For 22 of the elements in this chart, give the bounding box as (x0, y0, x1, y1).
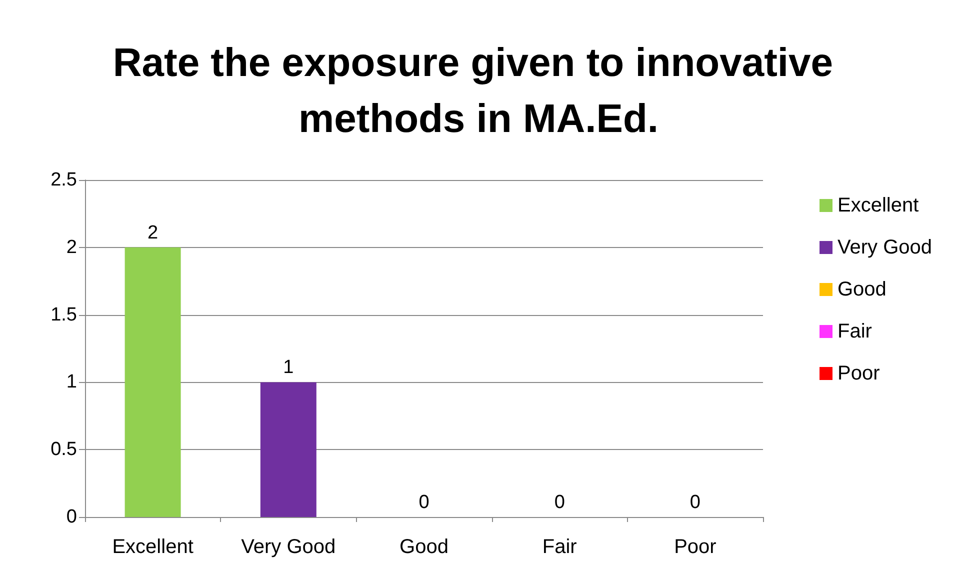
x-tick-label: Excellent (112, 536, 194, 558)
x-tick-label: Poor (674, 536, 717, 558)
legend-label: Poor (838, 362, 880, 384)
y-tick-label: 0.5 (50, 439, 77, 460)
legend-label: Excellent (838, 194, 920, 216)
legend-label: Good (838, 278, 886, 300)
x-tick-label: Very Good (241, 536, 336, 558)
legend-label: Very Good (838, 236, 932, 258)
y-tick-label: 1.5 (50, 304, 77, 326)
legend-label: Fair (838, 320, 872, 342)
y-tick-label: 1 (66, 372, 77, 393)
x-tick-label: Good (400, 536, 448, 558)
data-label: 0 (418, 492, 430, 513)
data-label: 0 (690, 492, 700, 513)
x-tick-label: Fair (542, 536, 578, 558)
y-tick-label: 2.5 (50, 170, 77, 190)
y-tick-label: 0 (66, 506, 77, 528)
data-label: 2 (148, 222, 158, 244)
data-label: 1 (283, 357, 294, 378)
chart-title: Rate the exposure given to innovative methods in MA.Ed. (112, 41, 844, 141)
data-label: 0 (554, 492, 565, 513)
y-tick-label: 2 (66, 236, 77, 258)
